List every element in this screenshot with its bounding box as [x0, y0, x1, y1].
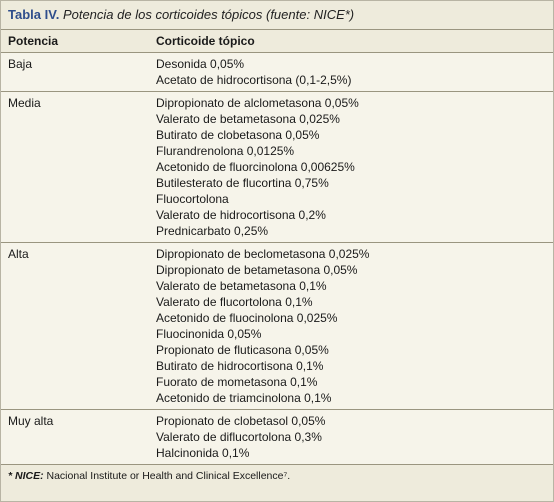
header-potencia: Potencia: [8, 34, 59, 48]
corticoid-item: Acetato de hidrocortisona (0,1-2,5%): [156, 73, 352, 87]
corticoid-item: Dipropionato de betametasona 0,05%: [156, 263, 358, 277]
potency-group-baja: Baja Desonida 0,05% Acetato de hidrocort…: [1, 53, 553, 92]
corticoid-item: Fluocortolona: [156, 192, 229, 206]
footnote-text: Nacional Institute or Health and Clinica…: [43, 470, 291, 482]
table-footnote: * NICE: Nacional Institute or Health and…: [1, 465, 553, 487]
corticoid-item: Prednicarbato 0,25%: [156, 224, 269, 238]
table-title: Potencia de los corticoides tópicos (fue…: [62, 7, 355, 22]
footnote-abbreviation: * NICE:: [8, 470, 44, 482]
potency-group-media: Media Dipropionato de alclometasona 0,05…: [1, 92, 553, 243]
corticoid-item: Acetonido de fluocinolona 0,025%: [156, 311, 338, 325]
corticoid-item: Valerato de flucortolona 0,1%: [156, 295, 313, 309]
corticoid-item: Dipropionato de beclometasona 0,025%: [156, 247, 370, 261]
corticoid-item: Acetonido de fluorcinolona 0,00625%: [156, 160, 355, 174]
corticoid-item: Butirato de hidrocortisona 0,1%: [156, 359, 324, 373]
corticoid-item: Butirato de clobetasona 0,05%: [156, 128, 320, 142]
table-header-row: Potencia Corticoide tópico: [1, 30, 553, 53]
potency-label: Alta: [8, 247, 29, 261]
potency-label: Muy alta: [8, 414, 54, 428]
table-label: Tabla IV.: [8, 7, 60, 22]
potency-group-alta: Alta Dipropionato de beclometasona 0,025…: [1, 243, 553, 410]
corticoid-list: Dipropionato de beclometasona 0,025% Dip…: [156, 246, 553, 406]
potency-label: Media: [8, 96, 41, 110]
table-caption: Tabla IV. Potencia de los corticoides tó…: [1, 1, 553, 30]
corticoid-item: Fluocinonida 0,05%: [156, 327, 262, 341]
corticoid-item: Flurandrenolona 0,0125%: [156, 144, 295, 158]
potency-label: Baja: [8, 57, 33, 71]
corticoid-item: Desonida 0,05%: [156, 57, 245, 71]
corticoid-item: Propionato de clobetasol 0,05%: [156, 414, 326, 428]
corticoid-item: Valerato de hidrocortisona 0,2%: [156, 208, 326, 222]
corticoid-list: Dipropionato de alclometasona 0,05% Vale…: [156, 95, 553, 239]
corticoid-item: Halcinonida 0,1%: [156, 446, 250, 460]
corticoid-item: Dipropionato de alclometasona 0,05%: [156, 96, 359, 110]
corticoid-item: Propionato de fluticasona 0,05%: [156, 343, 329, 357]
corticoid-item: Butilesterato de flucortina 0,75%: [156, 176, 329, 190]
potency-group-muy-alta: Muy alta Propionato de clobetasol 0,05% …: [1, 410, 553, 465]
corticoid-item: Valerato de betametasona 0,025%: [156, 112, 340, 126]
corticoid-item: Valerato de betametasona 0,1%: [156, 279, 327, 293]
corticoid-item: Acetonido de triamcinolona 0,1%: [156, 391, 332, 405]
corticoid-list: Propionato de clobetasol 0,05% Valerato …: [156, 413, 553, 461]
corticoid-item: Fuorato de mometasona 0,1%: [156, 375, 318, 389]
corticoid-list: Desonida 0,05% Acetato de hidrocortisona…: [156, 56, 553, 88]
header-corticoide: Corticoide tópico: [156, 34, 255, 48]
corticoid-item: Valerato de diflucortolona 0,3%: [156, 430, 322, 444]
